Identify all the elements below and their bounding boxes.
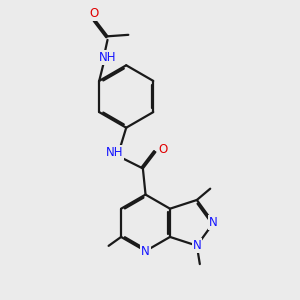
Text: NH: NH bbox=[106, 146, 123, 159]
Text: O: O bbox=[89, 7, 98, 20]
Text: N: N bbox=[193, 239, 201, 252]
Text: N: N bbox=[209, 216, 218, 229]
Text: N: N bbox=[141, 244, 150, 258]
Text: O: O bbox=[158, 142, 167, 156]
Text: NH: NH bbox=[99, 51, 116, 64]
